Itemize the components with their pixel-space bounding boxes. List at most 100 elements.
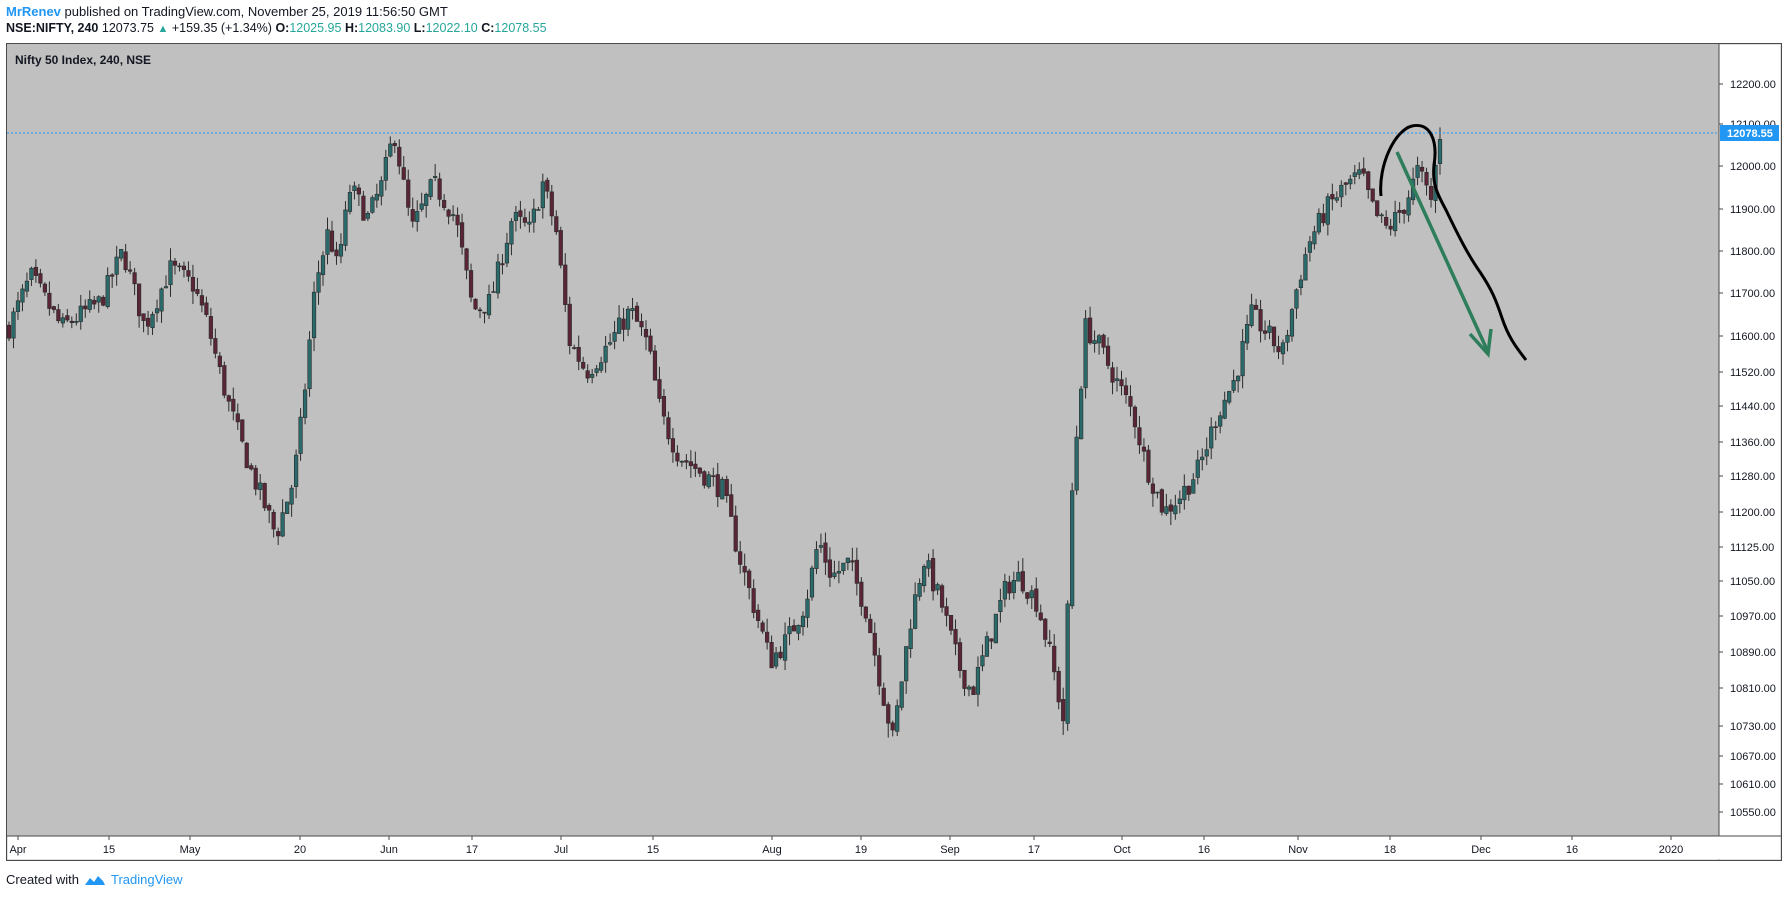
candle-up [1029,590,1034,599]
candle-up [1267,325,1272,333]
candle-up [96,296,101,303]
candle-up [163,286,169,289]
candle-down [675,452,680,462]
candle-down [397,146,402,167]
candle-up [29,267,34,280]
candle-down [1419,166,1425,172]
candle-down [195,289,200,294]
price-axis[interactable] [1719,44,1781,836]
candle-down [621,318,626,330]
time-tick-label: 20 [294,844,306,856]
candle-down [572,347,577,349]
candle-up [1298,279,1304,288]
candle-down [473,298,478,310]
tradingview-cloud-icon[interactable] [83,873,107,887]
candle-down [1384,216,1389,226]
candle-down [1258,309,1263,332]
candle-up [594,368,599,373]
candle-down [863,606,868,619]
candle-down [442,199,447,208]
candle-down [235,413,240,423]
candle-up [1002,581,1007,600]
candle-up [87,299,92,310]
candle-up [1227,391,1232,403]
candle-up [805,598,810,618]
candle-down [868,618,873,634]
candle-down [957,642,963,671]
candle-down [760,622,765,632]
candle-up [20,288,25,303]
candle-down [747,570,752,589]
time-tick-label: Jun [380,844,398,856]
candle-down [1402,209,1407,214]
footer: Created with TradingView [6,872,183,887]
candle-down [1388,225,1393,230]
candle-up [74,321,79,323]
candle-up [486,294,492,316]
candle-down [69,320,74,323]
candle-up [1173,505,1178,515]
candle-down [128,269,133,272]
price-tick-label: 10610.00 [1730,779,1776,791]
candle-up [495,261,501,294]
candle-up [993,613,998,644]
candle-down [1146,449,1151,483]
candle-down [468,270,474,298]
candle-down [634,305,640,322]
candle-up [895,705,900,732]
candle-up [370,197,375,213]
candle-up [527,221,532,225]
high-value: 12083.90 [358,21,411,35]
candle-up [603,345,608,363]
candle-down [711,475,716,477]
price-tick-label: 11440.00 [1730,401,1775,413]
candle-up [1415,165,1420,178]
trend-arrow-head[interactable] [1468,328,1493,359]
candle-up [280,512,285,537]
candle-down [778,651,783,659]
candle-down [1424,172,1429,186]
candle-down [648,335,653,352]
candle-down [1262,330,1268,334]
candle-up [347,192,353,212]
trend-arrow-shaft[interactable] [1395,151,1490,353]
candle-up [1079,388,1084,440]
candle-up [1096,335,1102,344]
candle-down [392,143,397,147]
tradingview-link[interactable]: TradingView [110,872,183,887]
candle-down [1168,504,1173,512]
hand-drawn-curve[interactable] [1379,124,1528,361]
candle-up [15,300,21,312]
candle-down [1101,334,1106,348]
candle-up [800,615,806,628]
last-price: 12073.75 [101,21,155,35]
candle-up [720,478,725,500]
candle-down [56,309,61,322]
candle-down [549,191,554,217]
candle-down [670,438,676,453]
candle-up [625,308,631,330]
candle-down [231,398,236,412]
time-tick-label: Jul [554,844,568,856]
candle-down [657,379,662,399]
candle-down [204,302,209,315]
candle-up [302,389,308,418]
candle-down [410,209,415,222]
candle-up [1155,491,1160,494]
price-tick-label: 11900.00 [1730,204,1775,216]
drawing-annotations[interactable] [1379,124,1528,361]
candle-up [836,571,841,574]
candle-up [1393,212,1398,232]
candle-down [253,467,258,490]
time-axis[interactable] [7,836,1781,860]
price-tick-label: 11360.00 [1730,437,1775,449]
candle-down [1213,426,1218,428]
candle-down [92,299,97,305]
candle-down [240,419,245,442]
candle-down [765,631,770,643]
candle-up [787,626,792,635]
time-axis-ticks: Apr 15 May 20 Jun 17 Jul 15 Aug 19 Sep 17 Oct 16 Nov 18… [9,836,1683,856]
author-link[interactable]: MrRenev [6,4,61,19]
candle-down [500,263,505,266]
